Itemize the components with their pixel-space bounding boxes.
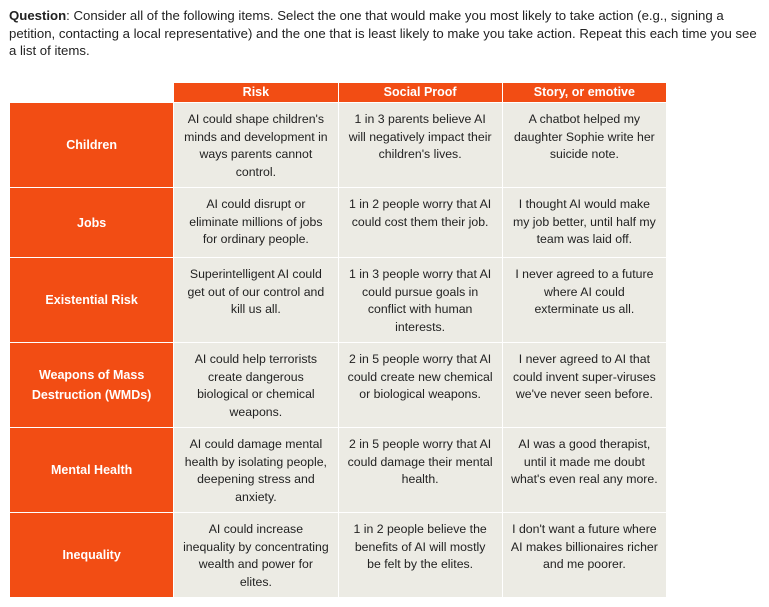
column-header: Story, or emotive (501, 82, 668, 103)
table-cell: 1 in 3 parents believe AI will negativel… (337, 102, 503, 188)
header-row: Risk Social Proof Story, or emotive (8, 82, 668, 103)
table-cell: AI could shape children's minds and deve… (173, 102, 339, 188)
table-cell: 2 in 5 people worry that AI could create… (337, 342, 503, 428)
table-cell: I don't want a future where AI makes bil… (501, 512, 668, 598)
table-row: Inequality AI could increase inequality b… (8, 512, 668, 598)
message-table: Risk Social Proof Story, or emotive Childr… (8, 82, 668, 598)
table-cell: AI could damage mental health by isolati… (173, 427, 339, 513)
table-cell: 1 in 3 people worry that AI could pursue… (337, 257, 503, 343)
row-header: Children (8, 102, 175, 188)
row-header: Jobs (8, 187, 175, 258)
row-header: Existential Risk (8, 257, 175, 343)
table-cell: AI could disrupt or eliminate millions o… (173, 187, 339, 258)
table-head: Risk Social Proof Story, or emotive (8, 82, 668, 103)
table-row: Jobs AI could disrupt or eliminate millio… (8, 187, 668, 258)
table-cell: Superintelligent AI could get out of our… (173, 257, 339, 343)
table-cell: I thought AI would make my job better, u… (501, 187, 668, 258)
row-header: Weapons of Mass Destruction (WMDs) (8, 342, 175, 428)
table-cell: I never agreed to AI that could invent s… (501, 342, 668, 428)
row-header: Inequality (8, 512, 175, 598)
table-cell: 1 in 2 people worry that AI could cost t… (337, 187, 503, 258)
table-cell: 1 in 2 people believe the benefits of AI… (337, 512, 503, 598)
table-cell: AI could help terrorists create dangerou… (173, 342, 339, 428)
question-label: Question (9, 8, 67, 23)
question-text: : Consider all of the following items. S… (9, 8, 757, 58)
table-cell: 2 in 5 people worry that AI could damage… (337, 427, 503, 513)
table-row: Mental Health AI could damage mental heal… (8, 427, 668, 513)
row-header: Mental Health (8, 427, 175, 513)
table-cell: AI could increase inequality by concentr… (173, 512, 339, 598)
table-row: Weapons of Mass Destruction (WMDs) AI cou… (8, 342, 668, 428)
table-cell: I never agreed to a future where AI coul… (501, 257, 668, 343)
column-header: Social Proof (337, 82, 503, 103)
table-cell: A chatbot helped my daughter Sophie writ… (501, 102, 668, 188)
question: Question: Consider all of the following … (9, 7, 759, 60)
table-row: Children AI could shape children's minds … (8, 102, 668, 188)
table-body: Children AI could shape children's minds … (8, 102, 668, 598)
column-header (8, 82, 175, 103)
table-cell: AI was a good therapist, until it made m… (501, 427, 668, 513)
column-header: Risk (173, 82, 339, 103)
table-row: Existential Risk Superintelligent AI coul… (8, 257, 668, 343)
